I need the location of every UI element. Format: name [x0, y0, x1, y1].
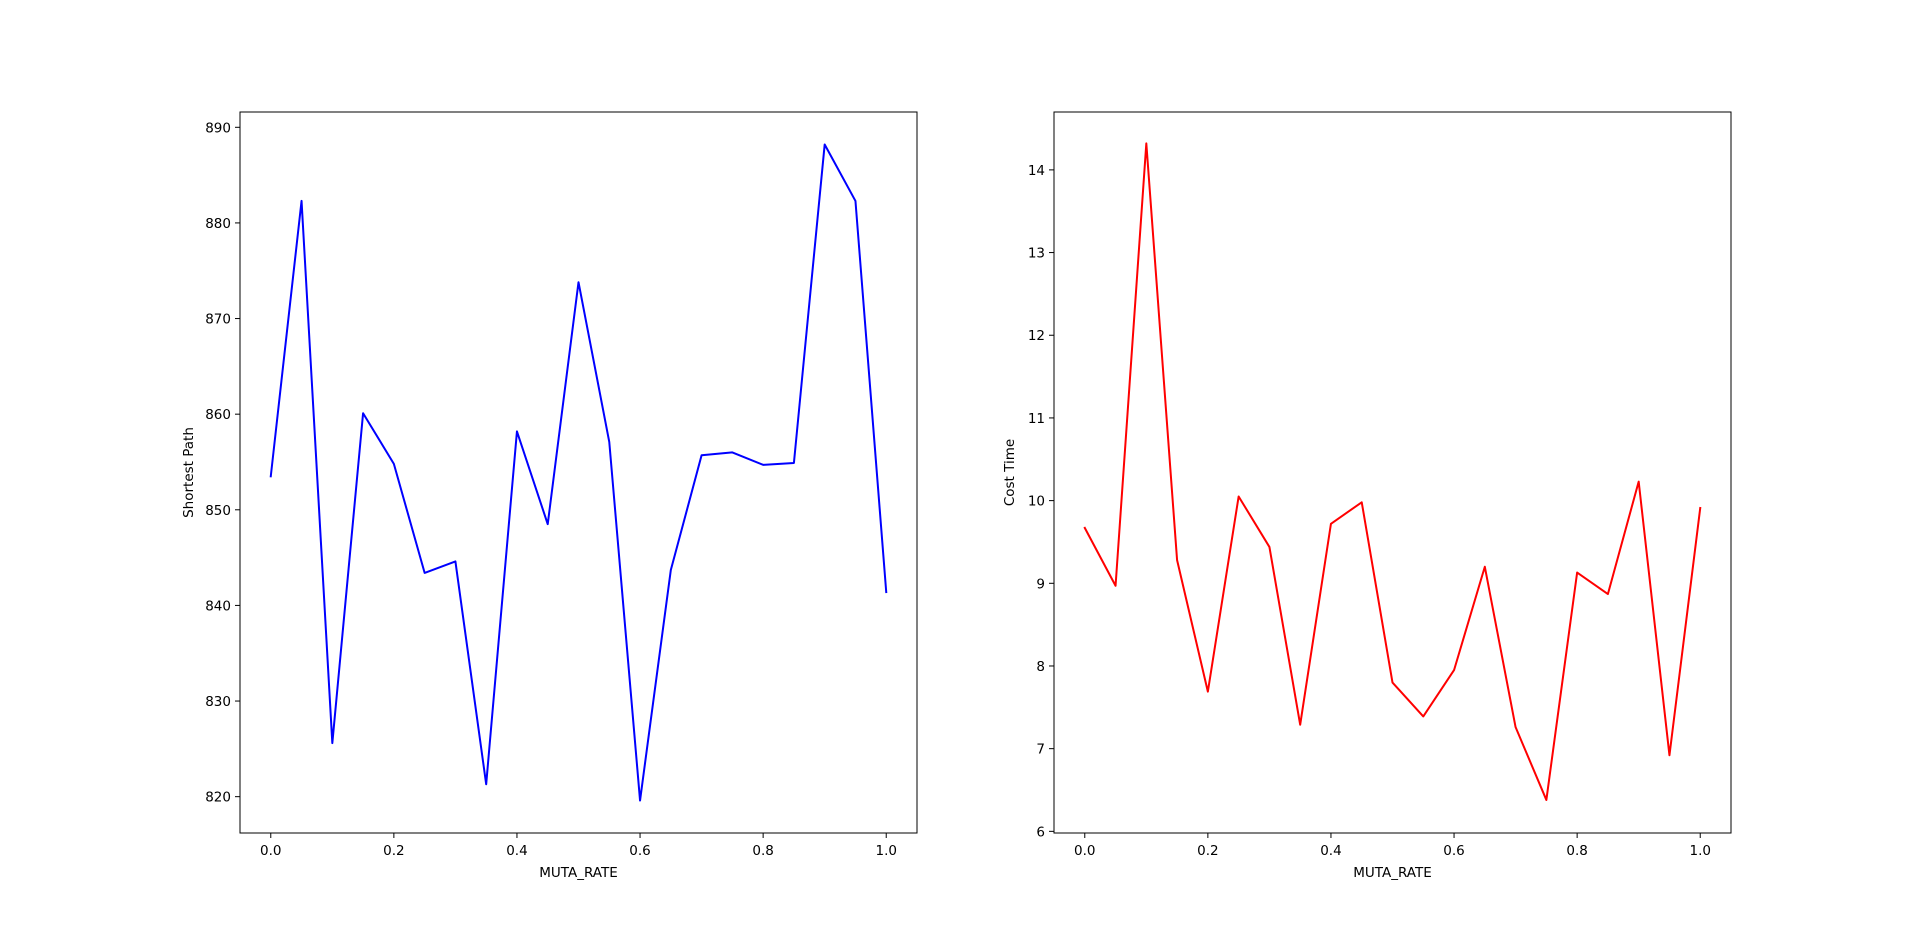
x-tick-label: 0.0 — [1074, 843, 1095, 859]
x-tick-label: 0.0 — [260, 843, 281, 859]
y-tick-label: 870 — [205, 312, 231, 328]
x-tick-label: 0.8 — [752, 843, 773, 859]
y-tick-label: 880 — [205, 216, 231, 232]
y-tick-label: 12 — [1028, 328, 1045, 344]
x-tick-label: 0.8 — [1566, 843, 1587, 859]
x-axis-label: MUTA_RATE — [539, 865, 618, 881]
plot-frame — [239, 111, 918, 834]
x-tick-label: 0.6 — [1443, 843, 1464, 859]
y-tick-label: 13 — [1028, 246, 1045, 262]
y-axis-label: Cost Time — [1002, 439, 1018, 506]
y-tick-label: 11 — [1028, 411, 1045, 427]
x-tick-label: 0.2 — [1197, 843, 1218, 859]
chart-panel-1: 0.0 0.2 0.4 0.6 0.8 1.0 820 830 840 850 860 870 880 8… — [181, 111, 918, 881]
y-tick-label: 7 — [1036, 742, 1045, 758]
y-tick-label: 14 — [1028, 163, 1045, 179]
y-tick-label: 9 — [1036, 576, 1045, 592]
y-axis-label: Shortest Path — [181, 427, 197, 518]
y-tick-label: 10 — [1028, 494, 1045, 510]
y-tick-label: 830 — [205, 694, 231, 710]
x-tick-label: 0.4 — [506, 843, 527, 859]
x-tick-label: 1.0 — [875, 843, 896, 859]
x-tick-label: 0.4 — [1320, 843, 1341, 859]
x-tick-label: 0.2 — [383, 843, 404, 859]
x-axis-label: MUTA_RATE — [1353, 865, 1432, 881]
y-tick-label: 860 — [205, 407, 231, 423]
y-tick-label: 840 — [205, 598, 231, 614]
series-line-1 — [269, 143, 888, 802]
y-tick-label: 6 — [1036, 824, 1045, 840]
x-tick-label: 0.6 — [629, 843, 650, 859]
x-tick-label: 1.0 — [1689, 843, 1710, 859]
y-tick-label: 850 — [205, 503, 231, 519]
y-tick-label: 820 — [205, 790, 231, 806]
chart-panel-2: 0.0 0.2 0.4 0.6 0.8 1.0 6 7 8 9 10 11 12 13 14 MUTA_RAT… — [1002, 111, 1732, 881]
y-tick-label: 890 — [205, 120, 231, 136]
series-line-1 — [1083, 142, 1702, 801]
y-tick-label: 8 — [1036, 659, 1045, 675]
plot-frame — [1053, 111, 1732, 834]
